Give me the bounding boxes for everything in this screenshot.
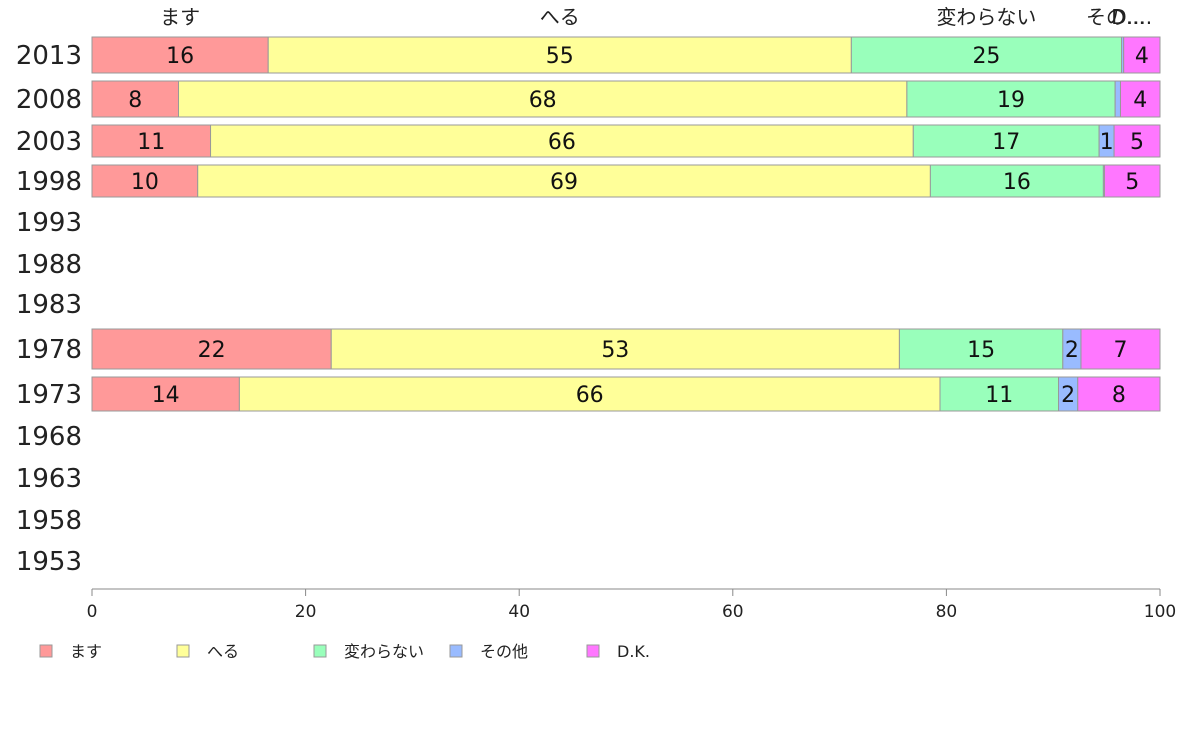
bar-data-label: 2 — [1061, 383, 1075, 408]
x-tick-label: 80 — [936, 602, 958, 622]
bar-data-label: 2 — [1065, 338, 1079, 363]
bar-segment — [1103, 164, 1161, 198]
bar-data-label: 66 — [576, 383, 604, 408]
y-tick-label: 1998 — [16, 167, 82, 197]
bar-segment — [906, 80, 1116, 118]
bar-data-label: 66 — [548, 130, 576, 155]
bar-data-label: 22 — [198, 338, 226, 363]
bar-segment — [1113, 124, 1161, 158]
top-series-label: ます — [160, 5, 200, 29]
y-tick-label: 2003 — [16, 127, 82, 157]
legend-label: へる — [207, 642, 239, 661]
legend-swatch — [176, 644, 190, 658]
bar-data-label: 15 — [967, 338, 995, 363]
bar-segment — [91, 36, 269, 74]
y-tick-label: 1953 — [16, 547, 82, 577]
bar-data-label: 7 — [1113, 338, 1127, 363]
legend: ます へる 変わらない その他 D.K. — [39, 642, 650, 661]
bar-segment — [898, 328, 1064, 370]
y-tick-label: 1963 — [16, 464, 82, 494]
bar-segment — [91, 80, 180, 118]
bar-data-label: 5 — [1130, 130, 1144, 155]
bar-data-label: 19 — [997, 88, 1025, 113]
bar-segment — [1080, 328, 1161, 370]
bar-segment — [91, 124, 212, 158]
bar-data-label: 16 — [166, 44, 194, 69]
x-tick-label: 100 — [1144, 602, 1176, 622]
top-series-label: その... — [1086, 5, 1145, 29]
bar-segment — [912, 124, 1100, 158]
bars: 16 55 25 4 8 68 19 4 11 66 17 1 5 10 69 16 5 22 53 15 2 7 14 66… — [91, 36, 1161, 412]
y-tick-label: 1958 — [16, 506, 82, 536]
bar-segment — [267, 36, 852, 74]
bar-segment — [929, 164, 1104, 198]
bar-segment — [210, 124, 914, 158]
bar-data-label: 11 — [985, 383, 1013, 408]
x-tick-label: 0 — [87, 602, 98, 622]
y-tick-label: 1993 — [16, 208, 82, 238]
bar-segment — [178, 80, 908, 118]
legend-swatch — [39, 644, 53, 658]
y-tick-label: 1973 — [16, 380, 82, 410]
y-tick-label: 1978 — [16, 335, 82, 365]
y-tick-label: 2008 — [16, 85, 82, 115]
bar-data-label: 10 — [131, 170, 159, 195]
legend-label: ます — [70, 642, 102, 661]
bar-data-label: 11 — [137, 130, 165, 155]
x-tick-label: 20 — [295, 602, 317, 622]
bar-data-label: 25 — [972, 44, 1000, 69]
top-series-label: へる — [540, 5, 580, 29]
bar-data-label: 8 — [128, 88, 142, 113]
legend-label: その他 — [480, 642, 528, 661]
y-axis-labels: 2013 2008 2003 1998 1993 1988 1983 1978 1973 1968… — [16, 41, 82, 577]
legend-swatch — [586, 644, 600, 658]
bar-data-label: 69 — [550, 170, 578, 195]
x-tick-label: 60 — [722, 602, 744, 622]
bar-segment — [91, 328, 332, 370]
bar-segment — [330, 328, 900, 370]
bar-segment — [1077, 376, 1161, 412]
bar-segment — [850, 36, 1123, 74]
bar-data-label: 55 — [546, 44, 574, 69]
legend-label: 変わらない — [344, 642, 424, 661]
legend-swatch — [449, 644, 463, 658]
bar-data-label: 17 — [992, 130, 1020, 155]
x-tick-label: 40 — [508, 602, 530, 622]
bar-data-label: 68 — [529, 88, 557, 113]
bar-segment — [939, 376, 1060, 412]
y-tick-label: 1983 — [16, 290, 82, 320]
y-tick-label: 1968 — [16, 422, 82, 452]
bar-data-label: 16 — [1003, 170, 1031, 195]
bar-data-label: 4 — [1135, 44, 1149, 69]
y-tick-label: 2013 — [16, 41, 82, 71]
bar-data-label: 5 — [1125, 170, 1139, 195]
bar-data-label: 1 — [1100, 130, 1114, 155]
bar-segment — [1119, 80, 1161, 118]
legend-label: D.K. — [617, 642, 650, 661]
bar-segment — [1114, 80, 1121, 118]
bar-segment — [91, 376, 240, 412]
bar-segment — [197, 164, 931, 198]
top-series-label: 変わらない — [936, 5, 1036, 29]
bar-data-label: 53 — [601, 338, 629, 363]
bar-segment — [1123, 36, 1161, 74]
bar-segment — [238, 376, 941, 412]
bar-data-label: 4 — [1133, 88, 1147, 113]
y-tick-label: 1988 — [16, 250, 82, 280]
top-labels: ます へる 変わらない その...D.... — [160, 5, 1152, 29]
bar-data-label: 8 — [1112, 383, 1126, 408]
bar-data-label: 14 — [152, 383, 180, 408]
legend-swatch — [313, 644, 327, 658]
x-axis: 0 20 40 60 80 100 — [87, 588, 1176, 622]
top-series-label: D.... — [1111, 5, 1152, 29]
